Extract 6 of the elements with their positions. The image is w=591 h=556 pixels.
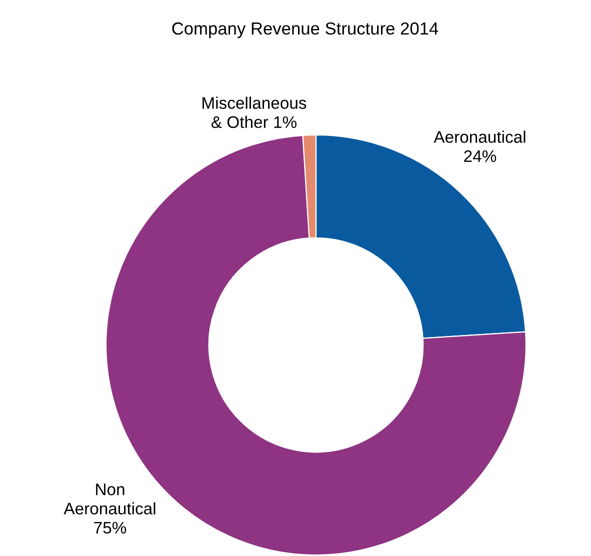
slice-label: Non Aeronautical <box>64 484 156 514</box>
chart-title: Company Revenue Structure 2014 <box>172 22 438 38</box>
slice-label: Miscellaneous & Other 1% <box>202 96 306 128</box>
data-label: 24% <box>464 150 496 162</box>
data-label: 75% <box>94 522 126 534</box>
slice-label: Aeronautical <box>434 130 526 143</box>
